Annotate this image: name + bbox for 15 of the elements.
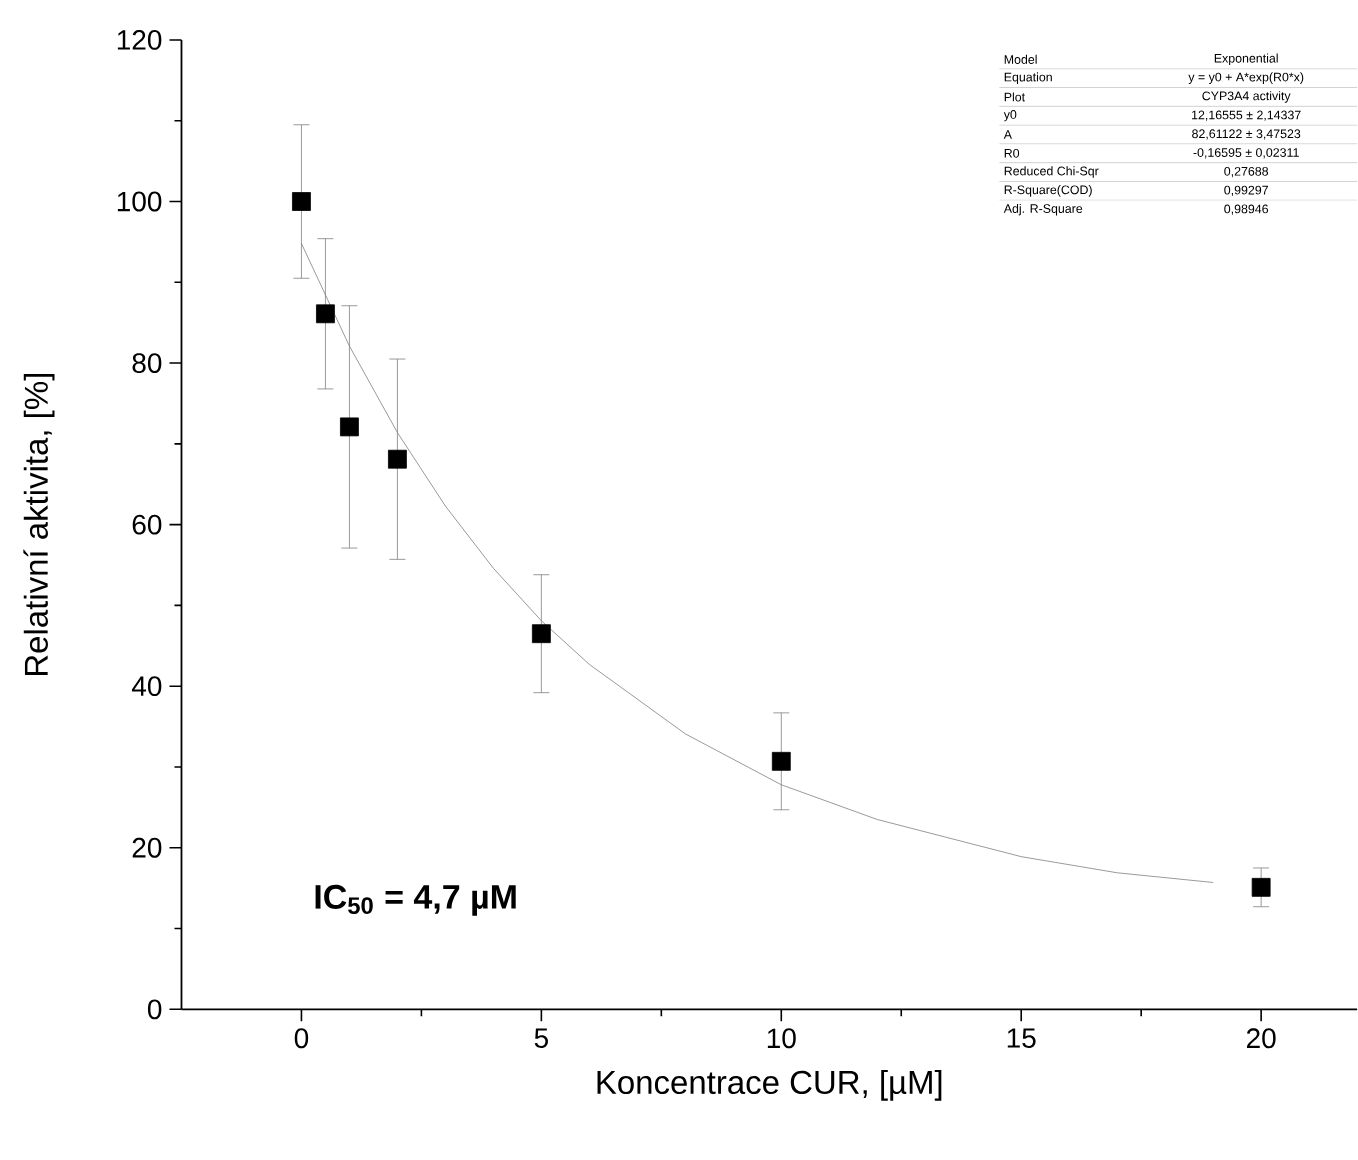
x-tick-label: 15 <box>1007 1028 1036 1049</box>
y-tick-label: 0 <box>147 999 162 1020</box>
x-tick-label: 5 <box>534 1028 548 1049</box>
y-tick-label: 60 <box>132 515 162 535</box>
y-tick-label: 20 <box>132 838 162 859</box>
x-axis-title: Koncentrace CUR, [µM] <box>597 1070 942 1102</box>
y-tick-label: 120 <box>117 30 162 51</box>
y-tick-label: 80 <box>132 353 162 374</box>
x-tick-label: 10 <box>767 1028 796 1049</box>
x-tick-label: 20 <box>1246 1028 1276 1049</box>
y-axis-title: Relativní aktivita, [%] <box>23 374 55 676</box>
x-tick-label: 0 <box>294 1028 309 1049</box>
y-tick-label: 100 <box>117 191 162 212</box>
annotation: IC$_{50}$ = 4,7 µM <box>315 885 516 917</box>
y-tick-label: 40 <box>131 676 162 697</box>
